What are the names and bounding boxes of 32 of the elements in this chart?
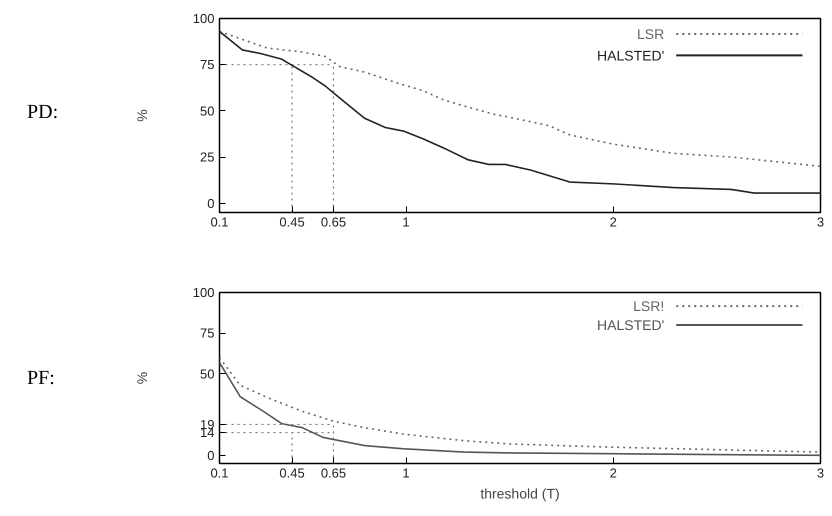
x-tick-label: 0.1 xyxy=(210,214,229,230)
y-tick-label: 25 xyxy=(200,150,215,165)
text: LSR! xyxy=(633,298,664,314)
x-tick-label: 2 xyxy=(610,214,617,230)
y-tick-label: 0 xyxy=(207,196,215,211)
text: PF: xyxy=(27,366,55,391)
y-tick-label: 50 xyxy=(200,103,215,118)
x-tick-label: 0.45 xyxy=(279,466,305,480)
y-tick-label: 0 xyxy=(207,448,215,463)
y-tick-label: 50 xyxy=(200,366,215,382)
text: HALSTED' xyxy=(596,316,664,333)
y-tick-label: 100 xyxy=(192,285,215,300)
x-tick-label: 1 xyxy=(402,214,410,230)
x-tick-label: 0.1 xyxy=(210,466,229,480)
line-series xyxy=(220,30,820,194)
x-tick-label: 1 xyxy=(402,466,410,480)
text: PD: xyxy=(27,100,58,125)
x-tick-label: 0.65 xyxy=(320,466,346,480)
line-series xyxy=(220,30,820,168)
x-tick-label: 2 xyxy=(610,466,617,480)
y-tick-label: 75 xyxy=(200,57,215,72)
y-tick-label: 75 xyxy=(200,326,215,341)
x-tick-label: 3 xyxy=(816,214,824,230)
y-axis-title: % xyxy=(134,372,150,384)
x-tick-label: 3 xyxy=(816,466,824,480)
x-tick-label: 0.45 xyxy=(279,214,305,230)
text: LSR xyxy=(637,26,664,42)
x-axis-title: threshold (T) xyxy=(480,486,560,502)
text: HALSTED' xyxy=(596,47,664,64)
x-tick-label: 0.65 xyxy=(320,214,346,230)
y-tick-label: 100 xyxy=(192,11,215,26)
y-axis-title: % xyxy=(134,109,150,122)
